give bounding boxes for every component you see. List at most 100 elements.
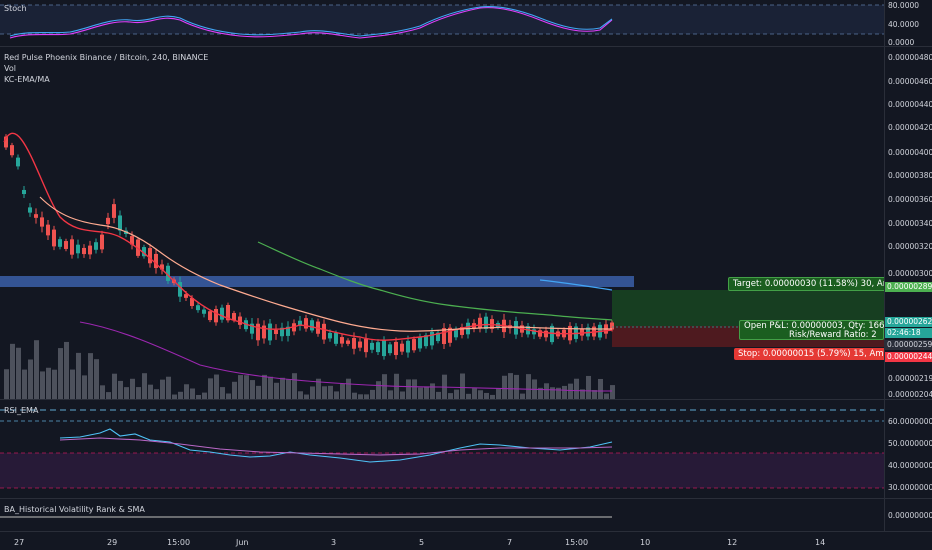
- time-axis[interactable]: 27 29 15:00 Jun 3 5 7 15:00 10 12 14: [0, 532, 932, 550]
- candle-body: [328, 332, 332, 339]
- volume-bar: [4, 369, 9, 399]
- volume-bar: [286, 379, 291, 399]
- volume-bar: [370, 389, 375, 399]
- stoch-svg: [0, 4, 884, 39]
- volume-bar: [550, 387, 555, 399]
- stop-label[interactable]: Stop: 0.00000015 (5.79%) 15, Amou: [734, 348, 884, 360]
- volume-bar: [448, 393, 453, 399]
- rsi-pane[interactable]: RSI_EMA: [0, 400, 884, 498]
- chart-title: Red Pulse Phoenix Binance / Bitcoin, 240…: [4, 53, 209, 62]
- candle-body: [340, 337, 344, 344]
- vol-label: Vol: [4, 64, 16, 73]
- volume-bar: [196, 394, 201, 399]
- candle-body: [112, 204, 116, 218]
- hv-pane[interactable]: BA_Historical Volatility Rank & SMA: [0, 499, 884, 531]
- volume-bar: [454, 389, 459, 399]
- candle-body: [364, 338, 368, 353]
- candle-body: [28, 207, 32, 213]
- candle-body: [88, 245, 92, 255]
- candle-body: [166, 265, 170, 281]
- volume-bar: [82, 375, 87, 399]
- candle-body: [64, 241, 68, 249]
- pane-separator[interactable]: [0, 399, 932, 400]
- stoch-axis[interactable]: 80.0000 40.0000 0.0000: [884, 0, 932, 46]
- pnl-label[interactable]: Open P&L: 0.00000003, Qty: 16666 Risk/Re…: [739, 320, 884, 340]
- price-tick: 0.00000360: [888, 195, 932, 204]
- volume-bar: [250, 380, 255, 399]
- volume-bar: [562, 385, 567, 399]
- candle-body: [430, 331, 434, 346]
- volume-bar: [310, 386, 315, 399]
- volume-bar: [46, 367, 51, 399]
- candle-body: [118, 215, 122, 231]
- volume-bar: [112, 373, 117, 399]
- stoch-pane[interactable]: Stoch: [0, 0, 884, 46]
- candle-body: [76, 244, 80, 254]
- candle-body: [370, 342, 374, 350]
- candle-body: [100, 234, 104, 250]
- volume-bar: [466, 393, 471, 399]
- candle-body: [532, 329, 536, 335]
- time-label: 3: [331, 538, 337, 547]
- rsi-axis[interactable]: 60.00000000 50.00000000 40.00000000 30.0…: [884, 400, 932, 498]
- candle-body: [220, 307, 224, 320]
- candle-body: [538, 330, 542, 337]
- target-label[interactable]: Target: 0.00000030 (11.58%) 30, Amou: [728, 277, 884, 291]
- price-tick: 0.00000380: [888, 171, 932, 180]
- candle-body: [418, 336, 422, 349]
- pane-separator[interactable]: [0, 46, 932, 47]
- volume-bar: [610, 385, 615, 399]
- candle-body: [460, 327, 464, 335]
- candle-body: [190, 298, 194, 306]
- volume-bar: [472, 388, 477, 399]
- volume-bar: [520, 393, 525, 399]
- volume-bar: [514, 374, 519, 399]
- candle-body: [268, 323, 272, 341]
- hv-axis[interactable]: 0.00000000: [884, 499, 932, 531]
- price-axis[interactable]: 0.00000480 0.00000460 0.00000440 0.00000…: [884, 47, 932, 399]
- candle-body: [352, 338, 356, 349]
- rsi-tick: 60.00000000: [888, 417, 932, 426]
- volume-bar: [220, 387, 225, 399]
- candle-body: [544, 330, 548, 338]
- candle-body: [226, 304, 230, 321]
- candle-body: [310, 320, 314, 331]
- candle-body: [448, 327, 452, 343]
- hv-label: BA_Historical Volatility Rank & SMA: [4, 505, 145, 514]
- volume-bar: [352, 392, 357, 399]
- candle-body: [256, 323, 260, 341]
- volume-bar: [388, 390, 393, 399]
- stoch-tick: 0.0000: [888, 38, 915, 46]
- volume-bar: [604, 393, 609, 399]
- candle-body: [412, 339, 416, 351]
- price-tick: 0.00000320: [888, 242, 932, 251]
- volume-bar: [28, 359, 33, 399]
- volume-bar: [538, 387, 543, 399]
- price-tick: 0.00000420: [888, 123, 932, 132]
- volume-bar: [226, 393, 231, 399]
- volume-bar: [376, 381, 381, 399]
- candle-body: [298, 320, 302, 326]
- price-pane[interactable]: Red Pulse Phoenix Binance / Bitcoin, 240…: [0, 47, 884, 399]
- candle-body: [334, 332, 338, 344]
- candle-body: [196, 305, 200, 311]
- volume-bar: [274, 382, 279, 399]
- volume-bar: [268, 376, 273, 399]
- candle-body: [232, 313, 236, 321]
- candle-body: [280, 327, 284, 337]
- volume-bar: [154, 389, 159, 399]
- volume-bar: [262, 374, 267, 399]
- candle-body: [436, 332, 440, 342]
- pane-separator[interactable]: [0, 531, 932, 532]
- volume-bar: [76, 352, 81, 399]
- candle-body: [82, 247, 86, 255]
- volume-bar: [340, 383, 345, 399]
- indicator-label: KC-EMA/MA: [4, 75, 50, 84]
- candle-body: [34, 214, 38, 218]
- pane-separator[interactable]: [0, 498, 932, 499]
- volume-bar: [418, 387, 423, 399]
- volume-bar: [316, 378, 321, 399]
- volume-bar: [10, 343, 15, 399]
- price-chart-svg: [0, 132, 884, 399]
- stoch-label: Stoch: [4, 4, 27, 13]
